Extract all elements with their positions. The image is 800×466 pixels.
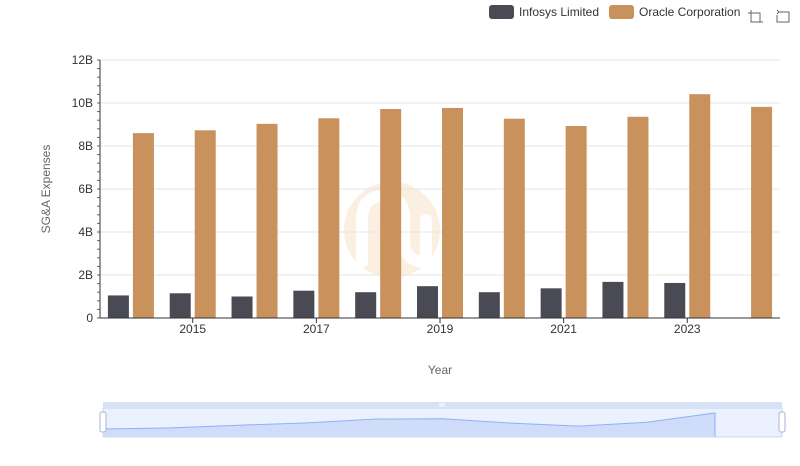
legend-label-infosys: Infosys Limited	[519, 5, 599, 19]
bar-oracle-2024[interactable]	[751, 106, 773, 319]
legend-item-oracle[interactable]: Oracle Corporation	[609, 5, 740, 19]
bar-oracle-2017[interactable]	[318, 118, 340, 318]
y-tick-label: 8B	[78, 139, 93, 153]
zoom-select-icon[interactable]	[747, 8, 763, 24]
y-axis-title: SG&A Expenses	[39, 145, 53, 234]
axes: 0 2B 4B 6B 8B 10B 12B 2015 2017 2019 2021 2023	[72, 53, 780, 336]
bar-infosys-2015[interactable]	[169, 293, 191, 318]
y-tick-label: 2B	[78, 268, 93, 282]
bar-infosys-2021[interactable]	[540, 288, 562, 318]
data-zoom-slider[interactable]	[99, 402, 786, 438]
bar-series	[107, 94, 773, 319]
y-tick-label: 0	[86, 311, 93, 325]
legend-swatch-oracle	[609, 5, 634, 19]
bar-oracle-2016[interactable]	[256, 123, 278, 318]
bar-infosys-2017[interactable]	[293, 290, 315, 318]
drag-grip-icon[interactable]	[439, 403, 445, 407]
bar-oracle-2020[interactable]	[503, 118, 525, 318]
bar-infosys-2014[interactable]	[107, 295, 129, 318]
y-tick-label: 4B	[78, 225, 93, 239]
legend-label-oracle: Oracle Corporation	[639, 5, 740, 19]
legend: Infosys Limited Oracle Corporation	[489, 5, 740, 19]
x-tick-label: 2023	[674, 322, 701, 336]
zoom-reset-icon[interactable]	[774, 8, 790, 24]
data-zoom-preview-line	[102, 412, 716, 437]
bar-infosys-2022[interactable]	[602, 281, 624, 318]
bar-oracle-2022[interactable]	[627, 116, 649, 318]
data-zoom-handle-left[interactable]	[99, 411, 107, 433]
data-zoom-selected-range[interactable]	[103, 408, 782, 437]
bar-oracle-2019[interactable]	[442, 107, 463, 318]
x-tick-label: 2021	[550, 322, 577, 336]
bar-oracle-2023[interactable]	[689, 94, 711, 318]
bar-infosys-2019[interactable]	[417, 286, 438, 318]
bar-infosys-2018[interactable]	[355, 292, 377, 318]
x-tick-label: 2017	[303, 322, 330, 336]
bar-infosys-2023[interactable]	[664, 282, 686, 318]
bar-oracle-2015[interactable]	[194, 130, 216, 318]
bar-infosys-2020[interactable]	[478, 292, 500, 318]
x-axis-title: Year	[428, 363, 452, 377]
y-tick-label: 12B	[72, 53, 93, 67]
bar-oracle-2018[interactable]	[380, 109, 402, 319]
legend-swatch-infosys	[489, 5, 514, 19]
x-tick-label: 2019	[427, 322, 454, 336]
data-zoom-handle-right[interactable]	[778, 411, 786, 433]
y-tick-label: 6B	[78, 182, 93, 196]
x-tick-label: 2015	[179, 322, 206, 336]
data-zoom-preview-area	[103, 413, 715, 437]
y-tick-label: 10B	[72, 96, 93, 110]
bar-infosys-2016[interactable]	[231, 296, 253, 319]
legend-item-infosys[interactable]: Infosys Limited	[489, 5, 599, 19]
bar-oracle-2021[interactable]	[565, 126, 587, 318]
bar-oracle-2014[interactable]	[132, 133, 154, 318]
